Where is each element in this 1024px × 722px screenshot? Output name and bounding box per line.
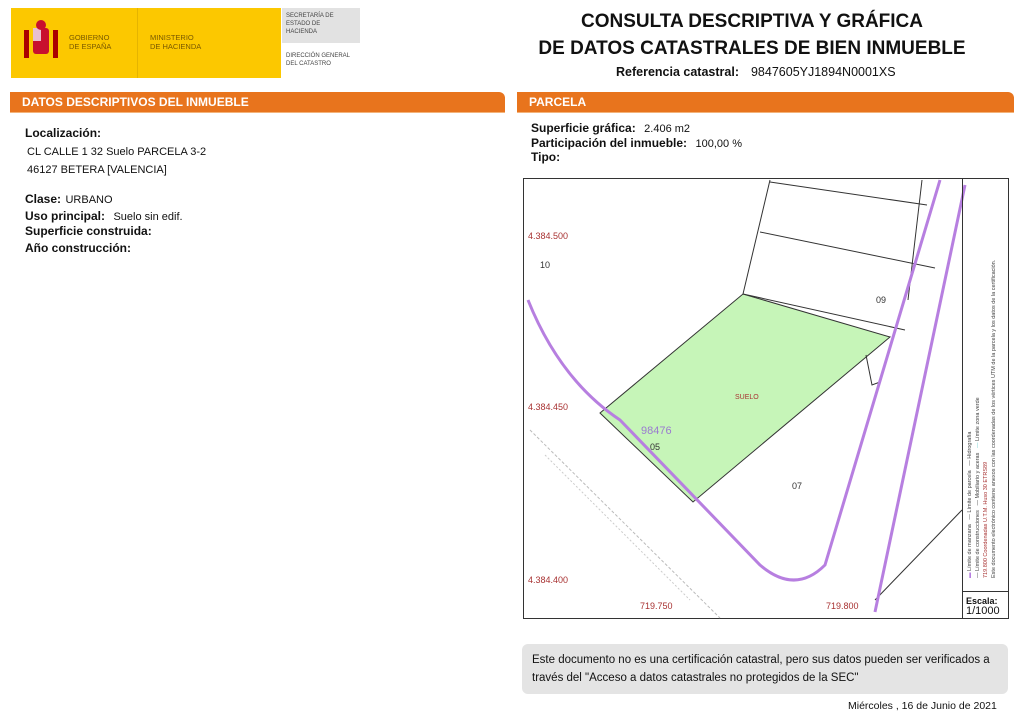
map-legend: ▬ Límite de manzana — Límite de parcela … bbox=[962, 178, 1009, 619]
disclaimer-note: Este documento no es una certificación c… bbox=[522, 644, 1008, 694]
ministry-line2: DE HACIENDA bbox=[150, 42, 202, 51]
address-line1: CL CALLE 1 32 Suelo PARCELA 3-2 bbox=[27, 146, 207, 158]
address-line2: 46127 BETERA [VALENCIA] bbox=[27, 164, 167, 176]
legend-parcela: Límite de parcela bbox=[967, 470, 973, 513]
tipo-label: Tipo: bbox=[531, 150, 561, 164]
legend-zona-verde: Límite zona verde bbox=[975, 397, 981, 442]
legend-coords-note: 719.800 Coordenadas U.T.M. Huso 30 ETRS8… bbox=[983, 461, 989, 578]
direccion-text: DIRECCIÓN GENERAL DEL CATASTRO bbox=[286, 53, 350, 67]
parcel-07-label: 07 bbox=[792, 481, 802, 491]
participacion-value: 100,00 % bbox=[695, 138, 742, 150]
ministry-line1: MINISTERIO bbox=[150, 33, 194, 42]
legend-manzana: Límite de manzana bbox=[967, 524, 973, 571]
parcel-boundary bbox=[759, 231, 936, 269]
legend-mobiliario: Mobiliario y aceras bbox=[975, 452, 981, 499]
parcel-05-label: 05 bbox=[650, 442, 660, 452]
parcel-09-label: 09 bbox=[876, 295, 886, 305]
parcel-polygon bbox=[599, 293, 892, 503]
ref-value: 9847605YJ1894N0001XS bbox=[750, 65, 896, 79]
map-lines bbox=[526, 179, 967, 619]
section-parcela: PARCELA bbox=[517, 92, 1014, 113]
legend-doc-note: Este documento electrónico contiene anex… bbox=[991, 259, 997, 578]
page-title: CONSULTA DESCRIPTIVA Y GRÁFICA DE DATOS C… bbox=[520, 8, 984, 62]
parcel-boundary bbox=[769, 181, 928, 206]
x-tick: 719.750 bbox=[640, 601, 673, 611]
gov-line1: GOBIERNO bbox=[69, 33, 110, 42]
y-tick: 4.384.450 bbox=[528, 402, 568, 412]
uso-label: Uso principal: bbox=[25, 209, 106, 223]
scale-value: 1/1000 bbox=[966, 605, 1000, 617]
ref-label: Referencia catastral: bbox=[616, 65, 739, 79]
parcel-boundary bbox=[874, 509, 963, 601]
manzana-boundary bbox=[873, 184, 967, 613]
coat-of-arms-icon bbox=[24, 20, 58, 58]
sidewalk-line bbox=[529, 429, 721, 619]
scale-label: Escala: bbox=[966, 596, 998, 606]
title-line2: DE DATOS CATASTRALES DE BIEN INMUEBLE bbox=[538, 38, 966, 59]
participacion-label: Participación del inmueble: bbox=[531, 136, 688, 150]
superficie-construida-label: Superficie construida: bbox=[25, 224, 152, 238]
manzana-boundary bbox=[526, 179, 942, 582]
gobierno-logo: GOBIERNO DE ESPAÑA MINISTERIO DE HACIENDA bbox=[11, 8, 281, 78]
parcel-10-label: 10 bbox=[540, 260, 550, 270]
suelo-label: SUELO bbox=[735, 394, 759, 401]
parcel-boundary bbox=[865, 354, 881, 386]
referencia-catastral: Referencia catastral: 9847605YJ1894N0001X… bbox=[616, 65, 896, 79]
x-tick: 719.800 bbox=[826, 601, 859, 611]
localizacion-label: Localización: bbox=[25, 126, 102, 140]
legend-hidrografia: Hidrografía bbox=[967, 431, 973, 459]
uso-value: Suelo sin edif. bbox=[113, 211, 183, 223]
clase-value: URBANO bbox=[65, 194, 113, 206]
section-datos-descriptivos: DATOS DESCRIPTIVOS DEL INMUEBLE bbox=[10, 92, 505, 113]
manzana-label: 98476 bbox=[641, 425, 672, 437]
y-tick: 4.384.400 bbox=[528, 575, 568, 585]
parcel-boundary bbox=[742, 179, 906, 331]
legend-construcciones: Límite de construcciones bbox=[975, 510, 981, 571]
y-tick: 4.384.500 bbox=[528, 231, 568, 241]
gov-line2: DE ESPAÑA bbox=[69, 42, 112, 51]
anio-construccion-label: Año construcción: bbox=[25, 241, 132, 255]
superficie-grafica-label: Superficie gráfica: bbox=[531, 121, 636, 135]
document-date: Miércoles , 16 de Junio de 2021 bbox=[848, 700, 997, 712]
clase-label: Clase: bbox=[25, 192, 62, 206]
superficie-grafica-value: 2.406 m2 bbox=[644, 123, 691, 135]
cadastral-map[interactable]: 4.384.500 4.384.450 4.384.400 719.750 71… bbox=[523, 178, 1009, 619]
title-line1: CONSULTA DESCRIPTIVA Y GRÁFICA bbox=[580, 11, 924, 32]
secretaria-text: SECRETARÍA DE ESTADO DE HACIENDA bbox=[286, 13, 334, 35]
